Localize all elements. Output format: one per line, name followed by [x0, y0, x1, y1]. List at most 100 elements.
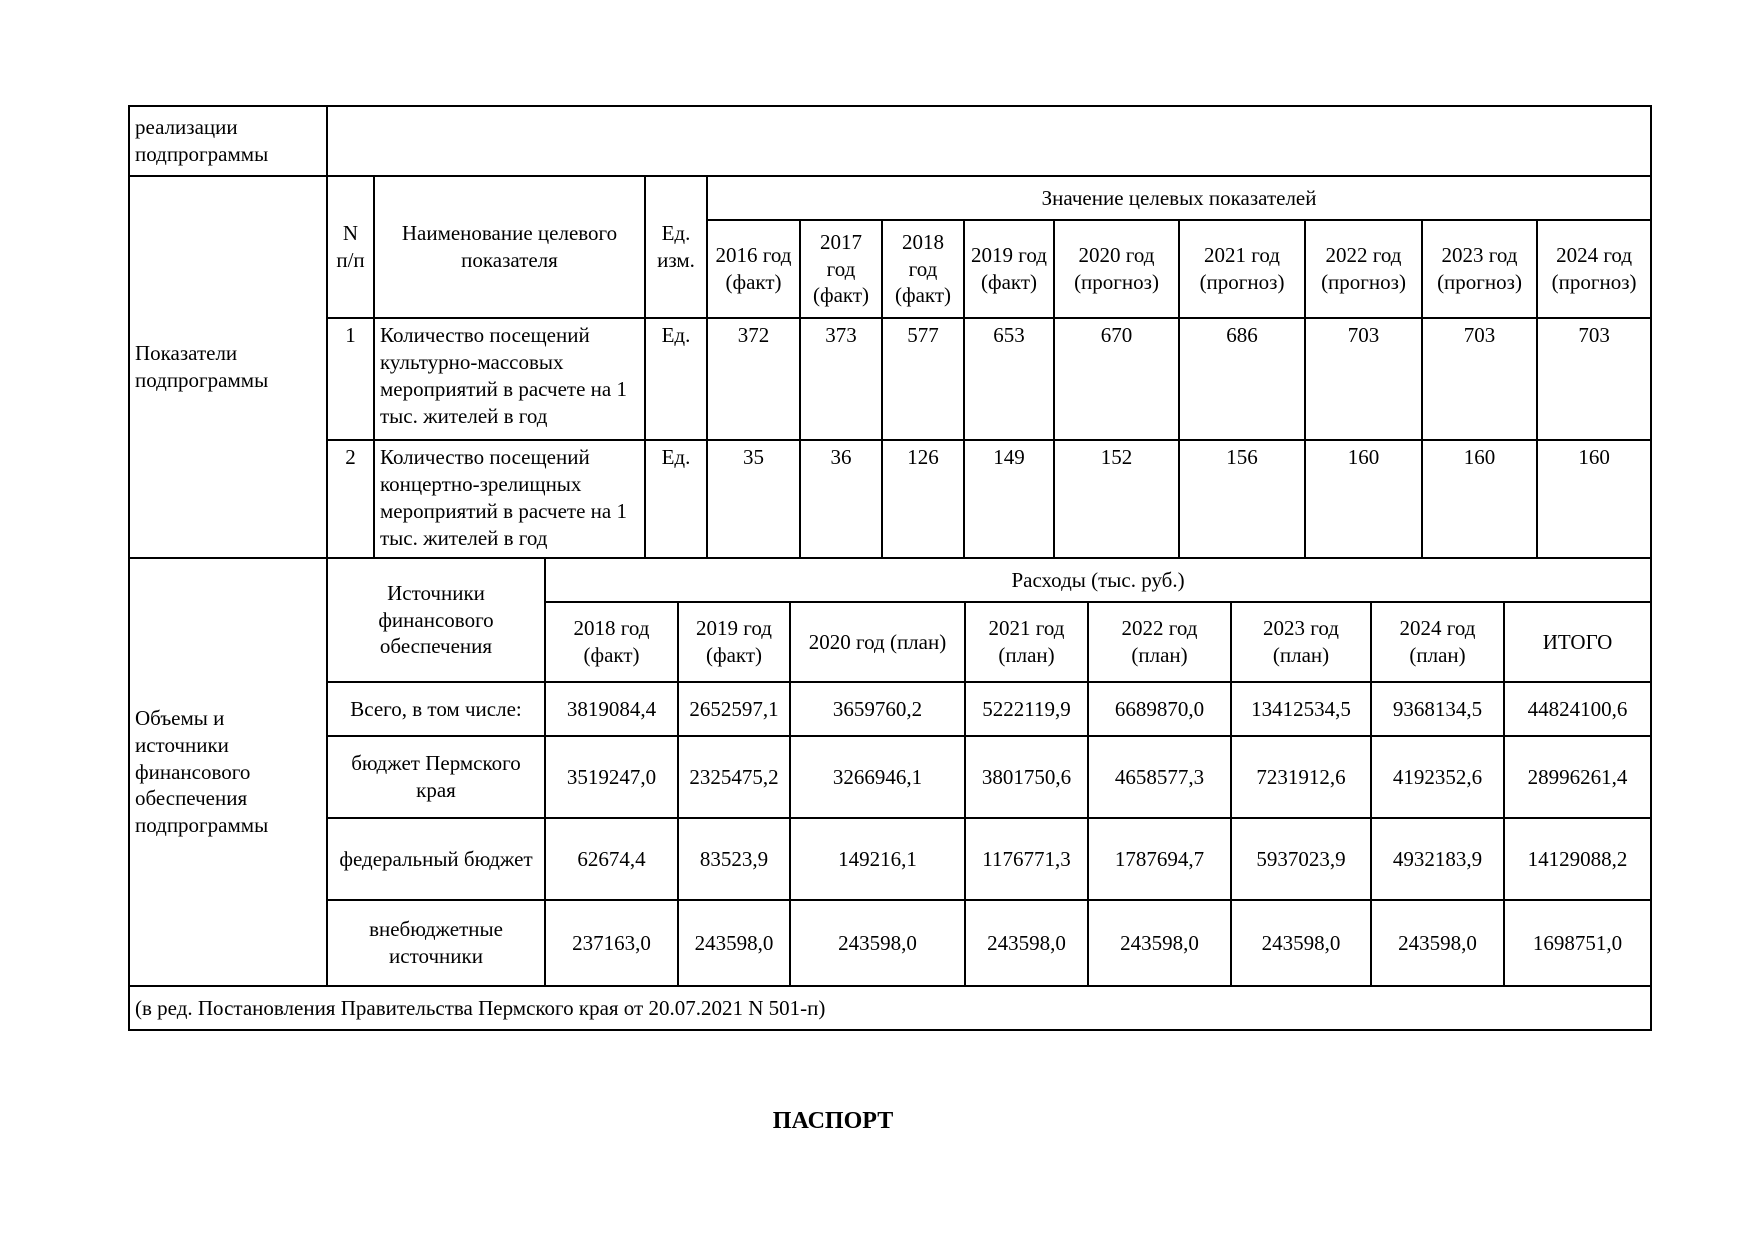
fin-total-2022: 6689870,0: [1087, 681, 1232, 737]
fin-extra-2022: 243598,0: [1087, 899, 1232, 987]
revision-note: (в ред. Постановления Правительства Перм…: [128, 985, 1652, 1031]
year-header-2021-forecast: 2021 год (прогноз): [1178, 219, 1306, 319]
fin-extra-2021: 243598,0: [964, 899, 1089, 987]
year-header-2024-forecast: 2024 год (прогноз): [1535, 219, 1653, 319]
indicator-2-2023: 160: [1421, 439, 1538, 559]
section-realization: реализации подпрограммы: [128, 105, 1652, 177]
indicator-2-2022: 160: [1304, 439, 1423, 559]
fin-regional-2020: 3266946,1: [789, 735, 966, 819]
indicator-2-name: Количество посещений концертно-зрелищных…: [373, 439, 646, 559]
fin-regional-2023: 7231912,6: [1230, 735, 1372, 819]
fin-source-federal: федеральный бюджет: [326, 817, 546, 901]
fin-total-2021: 5222119,9: [964, 681, 1089, 737]
indicator-2-2021: 156: [1178, 439, 1306, 559]
indicator-2-2020: 152: [1053, 439, 1180, 559]
col-header-indicator-name: Наименование целевого показателя: [373, 175, 646, 319]
indicator-row: 1 Количество посещений культурно-массовы…: [129, 317, 1653, 441]
fin-year-header-2022-plan: 2022 год (план): [1087, 601, 1232, 683]
fin-federal-2022: 1787694,7: [1087, 817, 1232, 901]
indicator-1-2018: 577: [881, 317, 965, 441]
fin-federal-2024: 4932183,9: [1370, 817, 1505, 901]
fin-regional-itogo: 28996261,4: [1502, 735, 1653, 819]
fin-federal-2023: 5937023,9: [1230, 817, 1372, 901]
financing-row-extrabudgetary: внебюджетные источники 237163,0 243598,0…: [129, 899, 1653, 987]
fin-regional-2024: 4192352,6: [1370, 735, 1505, 819]
indicator-2-num: 2: [326, 439, 375, 559]
indicator-1-unit: Ед.: [644, 317, 708, 441]
fin-year-header-2024-plan: 2024 год (план): [1370, 601, 1505, 683]
fin-extra-2020: 243598,0: [789, 899, 966, 987]
indicator-1-num: 1: [326, 317, 375, 441]
fin-total-itogo: 44824100,6: [1502, 681, 1653, 737]
fin-regional-2021: 3801750,6: [964, 735, 1089, 819]
col-header-unit: Ед. изм.: [644, 175, 708, 319]
indicator-1-2016: 372: [706, 317, 801, 441]
financing-group-header: Расходы (тыс. руб.): [543, 557, 1653, 603]
indicator-2-2024: 160: [1535, 439, 1653, 559]
indicator-1-name: Количество посещений культурно-массовых …: [373, 317, 646, 441]
fin-extra-2018: 237163,0: [544, 899, 679, 987]
indicator-2-2019: 149: [963, 439, 1055, 559]
fin-source-total: Всего, в том числе:: [326, 681, 546, 737]
fin-federal-2018: 62674,4: [544, 817, 679, 901]
year-header-2022-forecast: 2022 год (прогноз): [1304, 219, 1423, 319]
indicators-section-label: Показатели подпрограммы: [128, 175, 328, 559]
fin-regional-2018: 3519247,0: [544, 735, 679, 819]
passport-heading: ПАСПОРТ: [772, 1108, 894, 1134]
year-header-2016-fact: 2016 год (факт): [706, 219, 801, 319]
realization-label: реализации подпрограммы: [128, 105, 328, 177]
year-header-2023-forecast: 2023 год (прогноз): [1421, 219, 1538, 319]
fin-year-header-2019-fact: 2019 год (факт): [677, 601, 791, 683]
indicator-1-2022: 703: [1304, 317, 1423, 441]
indicator-1-2019: 653: [963, 317, 1055, 441]
fin-year-header-total: ИТОГО: [1502, 601, 1653, 683]
year-header-2020-forecast: 2020 год (прогноз): [1053, 219, 1180, 319]
indicator-2-unit: Ед.: [644, 439, 708, 559]
indicator-2-2016: 35: [706, 439, 801, 559]
financing-row-regional-budget: бюджет Пермского края 3519247,0 2325475,…: [129, 735, 1653, 819]
fin-total-2020: 3659760,2: [789, 681, 966, 737]
realization-value-cell: [326, 105, 1652, 177]
fin-year-header-2023-plan: 2023 год (план): [1230, 601, 1372, 683]
indicator-1-2023: 703: [1421, 317, 1538, 441]
fin-extra-2024: 243598,0: [1370, 899, 1505, 987]
fin-source-extrabudgetary: внебюджетные источники: [326, 899, 546, 987]
indicators-group-header: Значение целевых показателей: [705, 175, 1653, 221]
year-header-2019-fact: 2019 год (факт): [963, 219, 1055, 319]
fin-total-2019: 2652597,1: [677, 681, 791, 737]
indicator-row: 2 Количество посещений концертно-зрелищн…: [129, 439, 1653, 559]
fin-total-2024: 9368134,5: [1370, 681, 1505, 737]
section-revision-note: (в ред. Постановления Правительства Перм…: [128, 985, 1652, 1031]
section-financing: Объемы и источники финансового обеспечен…: [128, 557, 1653, 987]
indicator-1-2021: 686: [1178, 317, 1306, 441]
fin-extra-2023: 243598,0: [1230, 899, 1372, 987]
fin-federal-2019: 83523,9: [677, 817, 791, 901]
fin-year-header-2021-plan: 2021 год (план): [964, 601, 1089, 683]
fin-federal-2020: 149216,1: [789, 817, 966, 901]
fin-extra-2019: 243598,0: [677, 899, 791, 987]
col-header-sources: Источники финансового обеспечения: [326, 557, 546, 683]
fin-federal-itogo: 14129088,2: [1502, 817, 1653, 901]
year-header-2017-fact: 2017 год (факт): [799, 219, 883, 319]
year-header-2018-fact: 2018 год (факт): [881, 219, 965, 319]
fin-year-header-2018-fact: 2018 год (факт): [544, 601, 679, 683]
passport-table: реализации подпрограммы Показатели подпр…: [128, 105, 1653, 1031]
indicator-1-2024: 703: [1535, 317, 1653, 441]
indicator-1-2017: 373: [799, 317, 883, 441]
fin-total-2018: 3819084,4: [544, 681, 679, 737]
financing-row-total: Всего, в том числе: 3819084,4 2652597,1 …: [129, 681, 1653, 737]
fin-extra-itogo: 1698751,0: [1502, 899, 1653, 987]
fin-regional-2022: 4658577,3: [1087, 735, 1232, 819]
fin-total-2023: 13412534,5: [1230, 681, 1372, 737]
fin-source-regional: бюджет Пермского края: [326, 735, 546, 819]
fin-federal-2021: 1176771,3: [964, 817, 1089, 901]
financing-section-label: Объемы и источники финансового обеспечен…: [128, 557, 328, 987]
indicator-2-2018: 126: [881, 439, 965, 559]
fin-year-header-2020-plan: 2020 год (план): [789, 601, 966, 683]
fin-regional-2019: 2325475,2: [677, 735, 791, 819]
indicator-2-2017: 36: [799, 439, 883, 559]
section-indicators: Показатели подпрограммы N п/п Наименован…: [128, 175, 1653, 559]
financing-row-federal-budget: федеральный бюджет 62674,4 83523,9 14921…: [129, 817, 1653, 901]
col-header-num: N п/п: [326, 175, 375, 319]
